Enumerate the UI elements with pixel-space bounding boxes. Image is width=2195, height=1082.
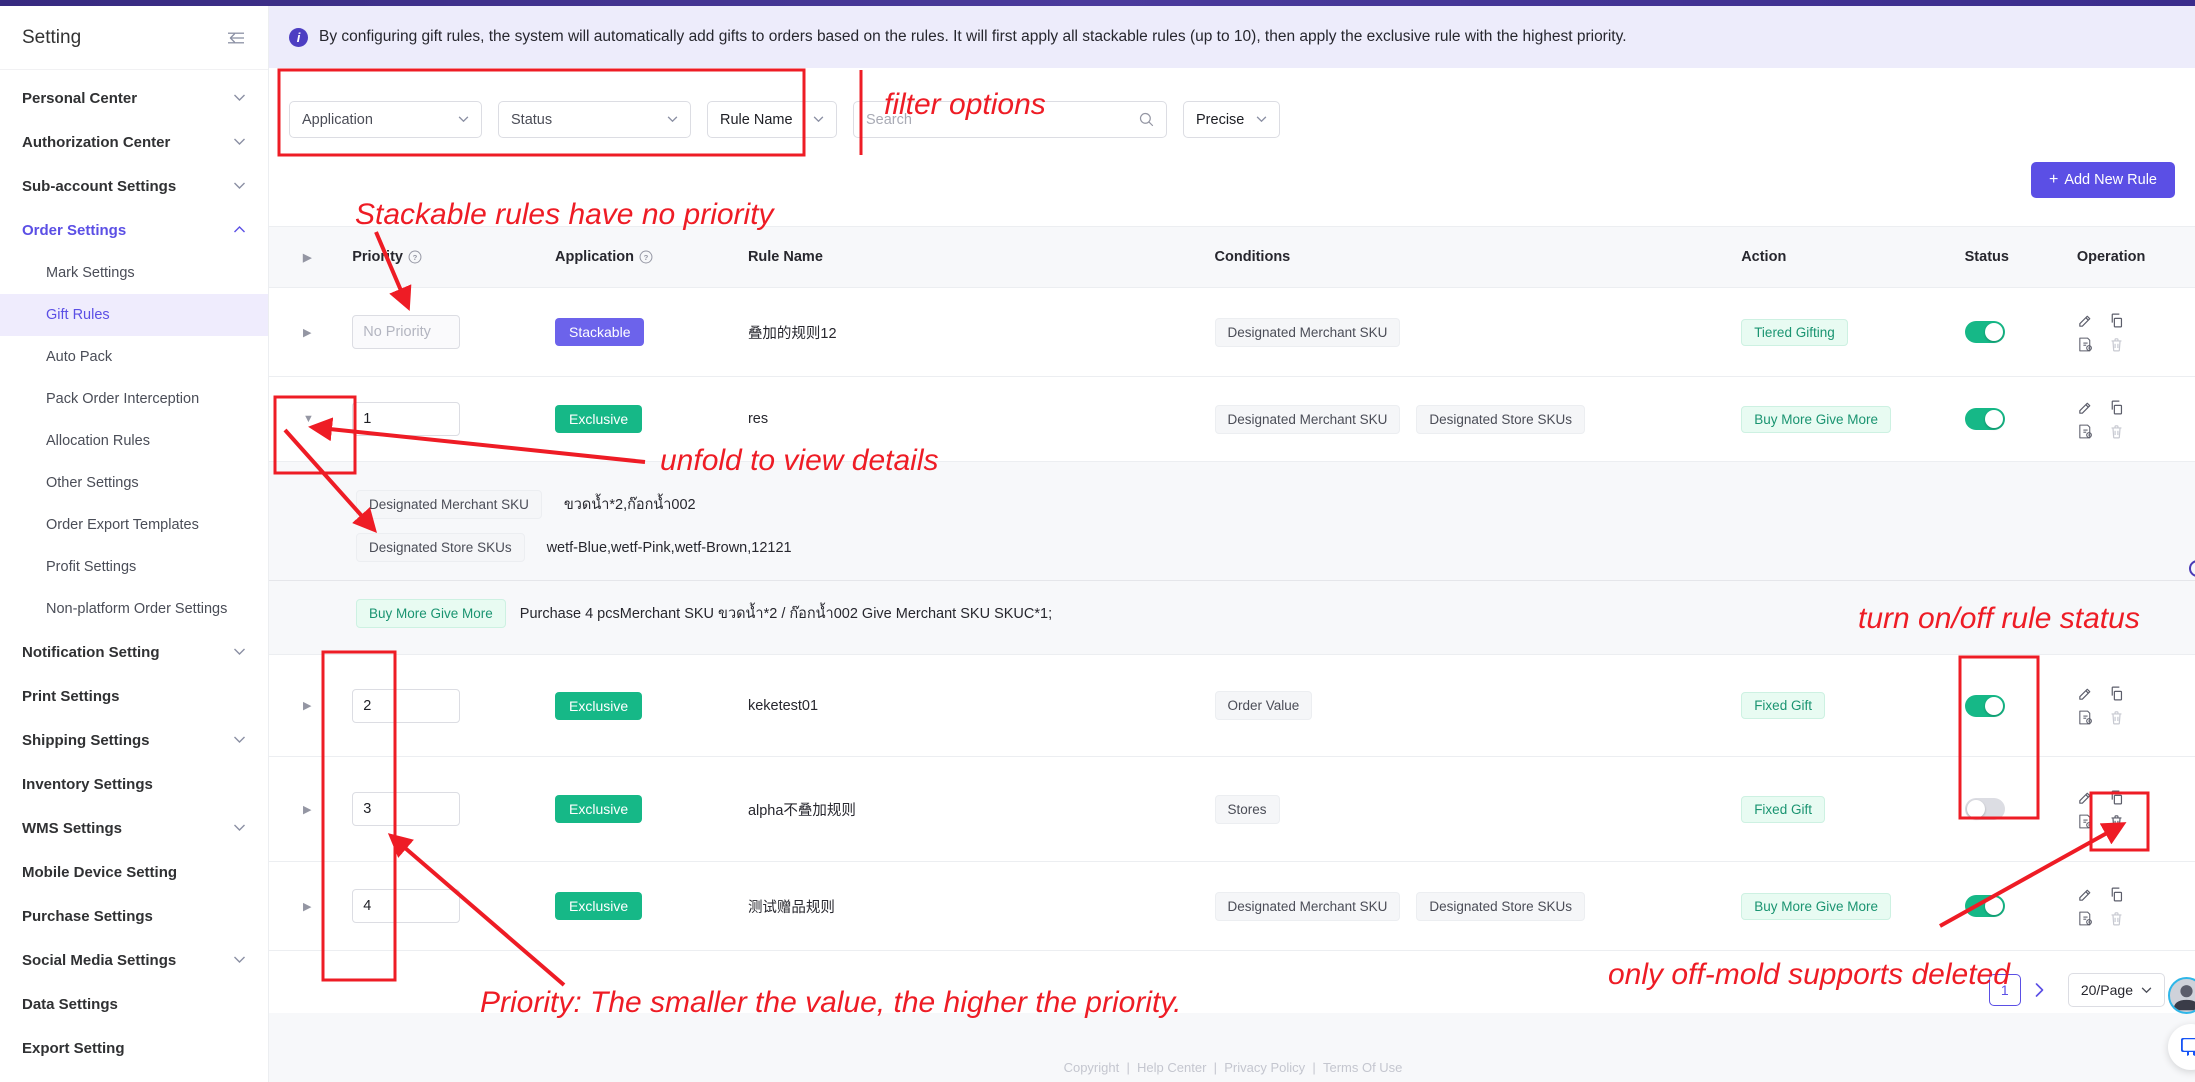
svg-text:?: ? xyxy=(644,253,649,262)
svg-text:?: ? xyxy=(413,253,418,262)
